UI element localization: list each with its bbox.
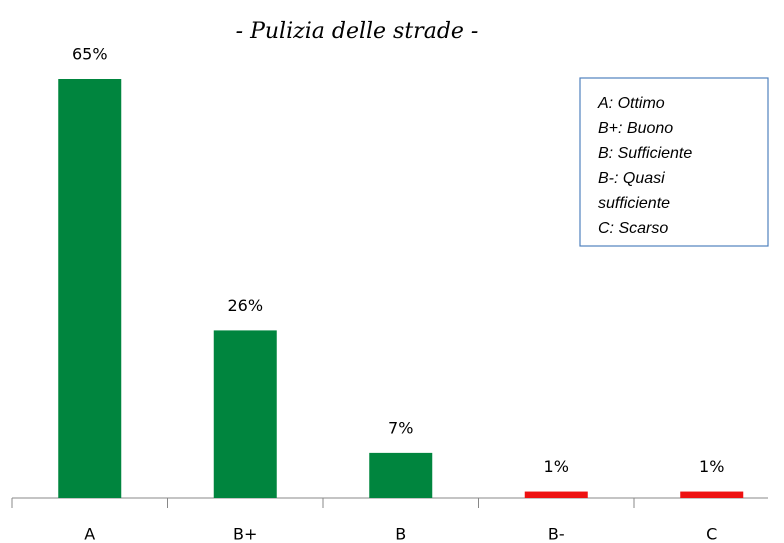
x-tick-label: B <box>395 525 406 543</box>
bar <box>369 452 433 498</box>
x-tick-label: B+ <box>233 525 257 543</box>
bar <box>680 491 744 498</box>
data-label: 65% <box>72 45 108 64</box>
bar <box>58 79 122 498</box>
x-tick-label: B- <box>548 525 565 543</box>
annotation-line: C: Scarso <box>598 220 668 237</box>
data-label: 1% <box>544 457 569 476</box>
annotation-line: A: Ottimo <box>597 95 665 112</box>
annotation-box <box>579 77 769 247</box>
x-tick-label: C <box>706 525 717 543</box>
annotation-line: B-: Quasi <box>598 170 665 187</box>
data-label: 26% <box>227 296 263 315</box>
bar <box>524 491 588 498</box>
data-label: 7% <box>388 418 413 437</box>
chart-title: - Pulizia delle strade - <box>236 19 479 44</box>
data-label: 1% <box>699 457 724 476</box>
bar <box>213 330 277 498</box>
annotation-line: B+: Buono <box>598 120 673 137</box>
x-tick-label: A <box>84 525 95 543</box>
annotation-line: sufficiente <box>598 195 670 212</box>
annotation-line: B: Sufficiente <box>598 145 692 162</box>
